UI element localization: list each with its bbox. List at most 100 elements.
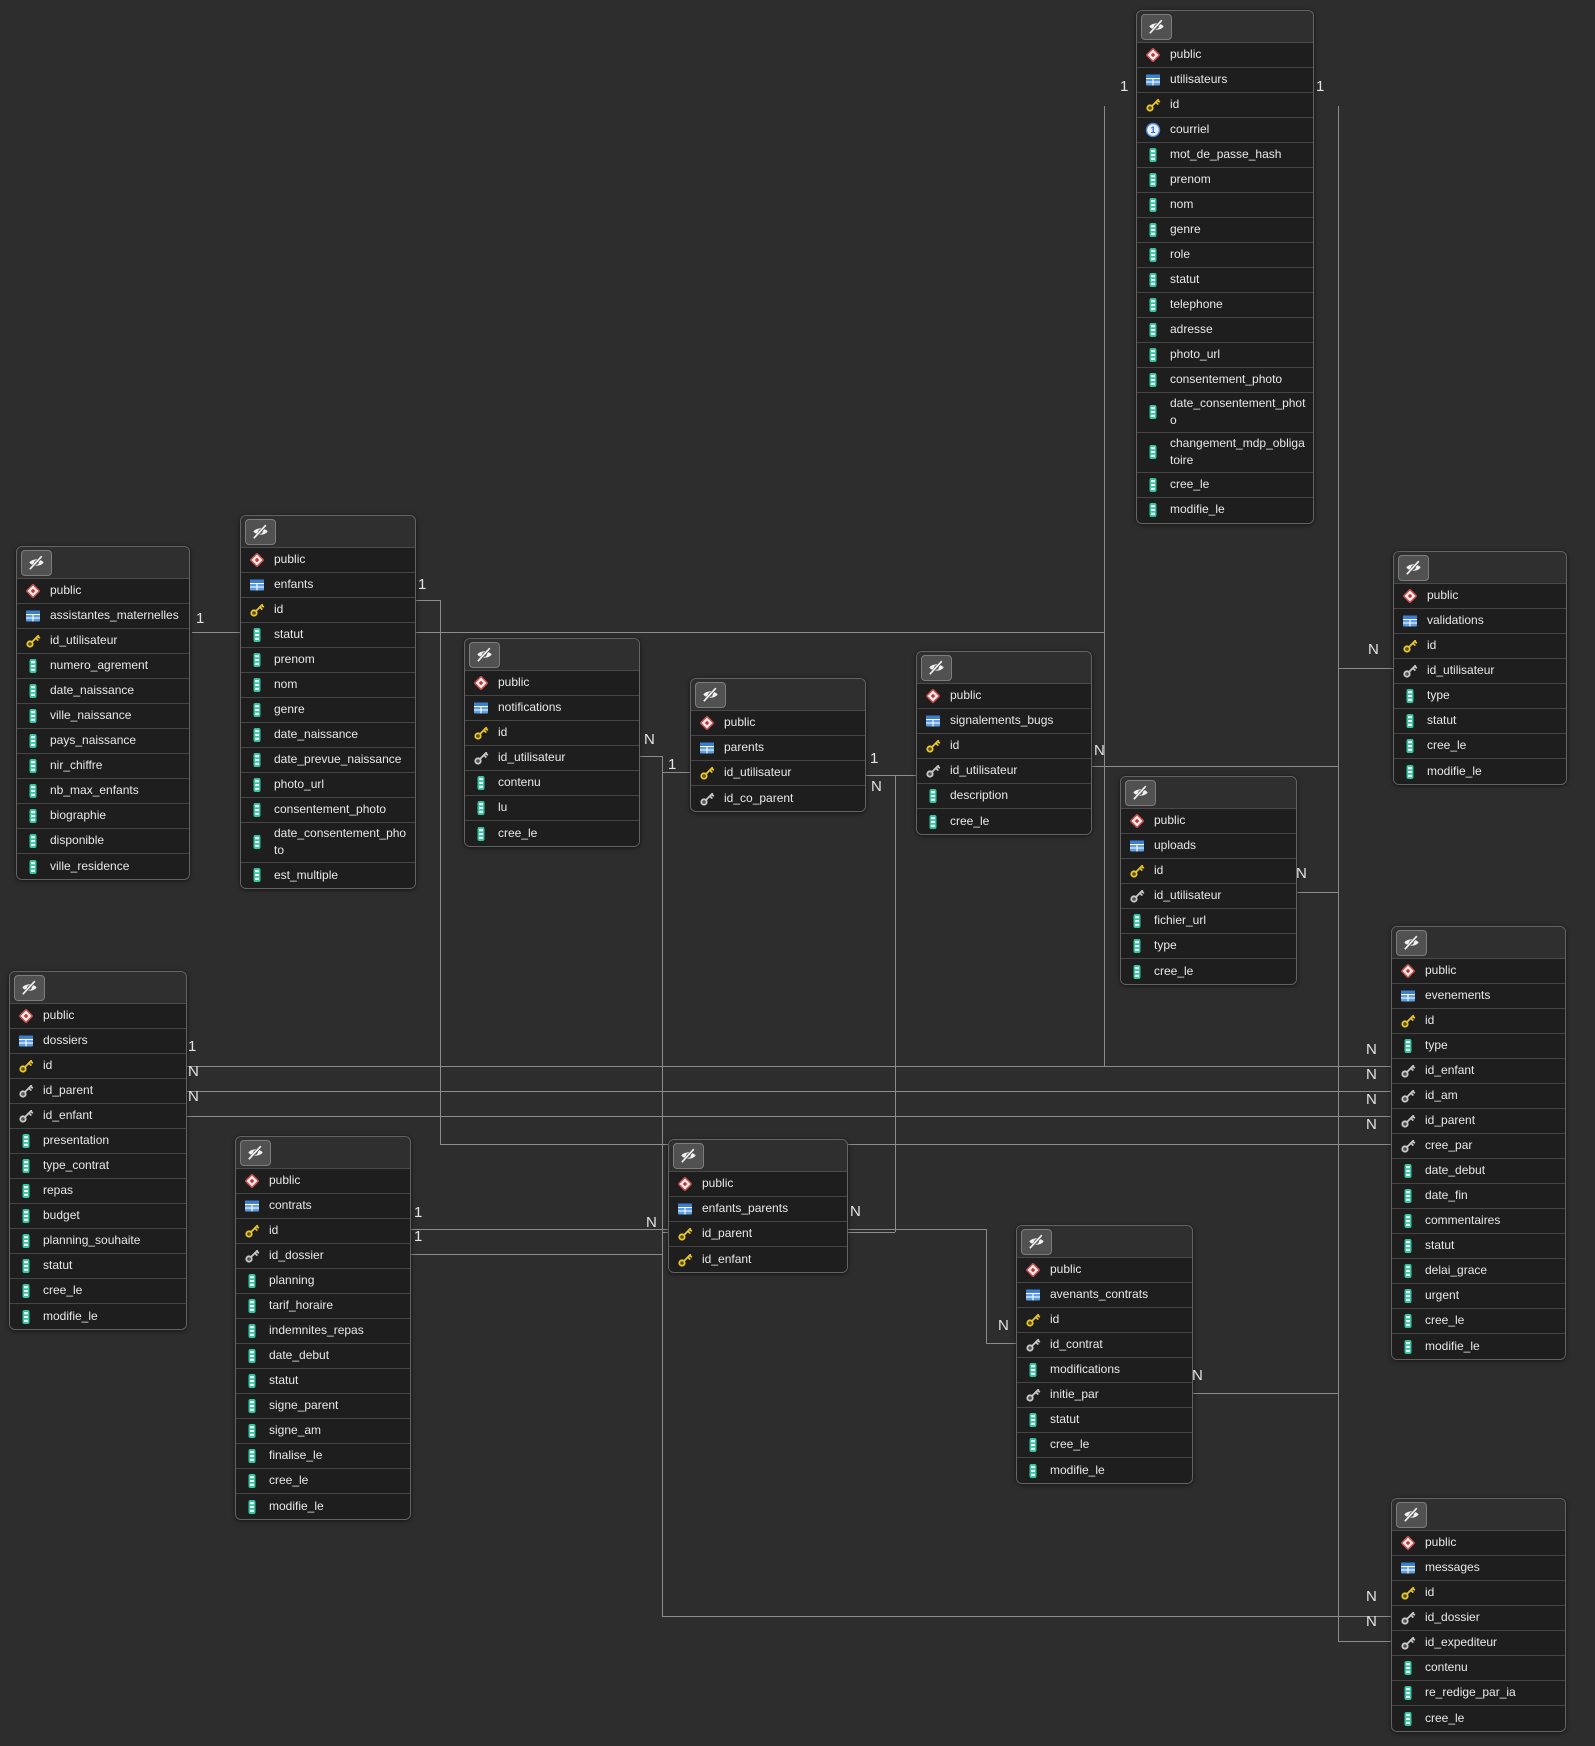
visibility-toggle-button[interactable]: [1396, 929, 1427, 956]
field-row-photo_url[interactable]: photo_url: [241, 773, 415, 798]
field-row-description[interactable]: description: [917, 784, 1091, 809]
field-row-initie_par[interactable]: initie_par: [1017, 1383, 1192, 1408]
field-row-cree_le[interactable]: cree_le: [917, 809, 1091, 834]
field-row-cree_le[interactable]: cree_le: [1121, 959, 1296, 984]
field-row-id_enfant[interactable]: id_enfant: [1392, 1059, 1565, 1084]
field-row-id_utilisateur[interactable]: id_utilisateur: [691, 761, 865, 786]
field-row-indemnites_repas[interactable]: indemnites_repas: [236, 1319, 410, 1344]
field-row-cree_le[interactable]: cree_le: [1017, 1433, 1192, 1458]
field-row-biographie[interactable]: biographie: [17, 804, 189, 829]
field-row-finalise_le[interactable]: finalise_le: [236, 1444, 410, 1469]
field-row-id_co_parent[interactable]: id_co_parent: [691, 786, 865, 811]
field-row-cree_le[interactable]: cree_le: [1392, 1706, 1565, 1731]
field-row-statut[interactable]: statut: [241, 623, 415, 648]
field-row-contenu[interactable]: contenu: [1392, 1656, 1565, 1681]
field-row-consentement_photo[interactable]: consentement_photo: [1137, 368, 1313, 393]
table-utilisateurs[interactable]: public utilisateurs id 1 courriel mot_de_pass…: [1136, 10, 1314, 524]
field-row-statut[interactable]: statut: [1137, 268, 1313, 293]
visibility-toggle-button[interactable]: [1398, 554, 1429, 581]
field-row-budget[interactable]: budget: [10, 1204, 186, 1229]
field-row-public[interactable]: public: [236, 1169, 410, 1194]
field-row-nir_chiffre[interactable]: nir_chiffre: [17, 754, 189, 779]
table-signalements_bugs[interactable]: public signalements_bugs id id_utilisateur d…: [916, 651, 1092, 835]
field-row-date_debut[interactable]: date_debut: [1392, 1159, 1565, 1184]
field-row-public[interactable]: public: [691, 711, 865, 736]
field-row-planning_souhaite[interactable]: planning_souhaite: [10, 1229, 186, 1254]
field-row-cree_par[interactable]: cree_par: [1392, 1134, 1565, 1159]
field-row-public[interactable]: public: [17, 579, 189, 604]
visibility-toggle-button[interactable]: [14, 974, 45, 1001]
field-row-id_dossier[interactable]: id_dossier: [236, 1244, 410, 1269]
field-row-date_consentement_photo[interactable]: date_consentement_photo: [1137, 393, 1313, 433]
visibility-toggle-button[interactable]: [1141, 13, 1172, 40]
field-row-nb_max_enfants[interactable]: nb_max_enfants: [17, 779, 189, 804]
field-row-contenu[interactable]: contenu: [465, 771, 639, 796]
field-row-signe_parent[interactable]: signe_parent: [236, 1394, 410, 1419]
field-row-modifie_le[interactable]: modifie_le: [1394, 759, 1566, 784]
field-row-photo_url[interactable]: photo_url: [1137, 343, 1313, 368]
field-row-uploads[interactable]: uploads: [1121, 834, 1296, 859]
visibility-toggle-button[interactable]: [921, 654, 952, 681]
table-dossiers[interactable]: public dossiers id id_parent id_enfant presen…: [9, 971, 187, 1330]
field-row-courriel[interactable]: 1 courriel: [1137, 118, 1313, 143]
field-row-id[interactable]: id: [1392, 1009, 1565, 1034]
field-row-modifie_le[interactable]: modifie_le: [236, 1494, 410, 1519]
field-row-id_am[interactable]: id_am: [1392, 1084, 1565, 1109]
field-row-id_expediteur[interactable]: id_expediteur: [1392, 1631, 1565, 1656]
field-row-genre[interactable]: genre: [1137, 218, 1313, 243]
field-row-statut[interactable]: statut: [1017, 1408, 1192, 1433]
field-row-id[interactable]: id: [1394, 634, 1566, 659]
field-row-validations[interactable]: validations: [1394, 609, 1566, 634]
field-row-cree_le[interactable]: cree_le: [236, 1469, 410, 1494]
field-row-id_enfant[interactable]: id_enfant: [669, 1247, 847, 1272]
field-row-dossiers[interactable]: dossiers: [10, 1029, 186, 1054]
field-row-id[interactable]: id: [1137, 93, 1313, 118]
field-row-id[interactable]: id: [1017, 1308, 1192, 1333]
field-row-nom[interactable]: nom: [1137, 193, 1313, 218]
field-row-planning[interactable]: planning: [236, 1269, 410, 1294]
field-row-cree_le[interactable]: cree_le: [10, 1279, 186, 1304]
field-row-numero_agrement[interactable]: numero_agrement: [17, 654, 189, 679]
table-assistantes_maternelles[interactable]: public assistantes_maternelles id_utilisat…: [16, 546, 190, 880]
field-row-mot_de_passe_hash[interactable]: mot_de_passe_hash: [1137, 143, 1313, 168]
field-row-assistantes_maternelles[interactable]: assistantes_maternelles: [17, 604, 189, 629]
field-row-cree_le[interactable]: cree_le: [1392, 1309, 1565, 1334]
field-row-id_utilisateur[interactable]: id_utilisateur: [1121, 884, 1296, 909]
visibility-toggle-button[interactable]: [469, 641, 500, 668]
field-row-type_contrat[interactable]: type_contrat: [10, 1154, 186, 1179]
field-row-public[interactable]: public: [241, 548, 415, 573]
field-row-public[interactable]: public: [465, 671, 639, 696]
field-row-cree_le[interactable]: cree_le: [465, 821, 639, 846]
table-validations[interactable]: public validations id id_utilisateur type sta…: [1393, 551, 1567, 785]
visibility-toggle-button[interactable]: [673, 1142, 704, 1169]
field-row-changement_mdp_obligatoire[interactable]: changement_mdp_obligatoire: [1137, 432, 1313, 473]
field-row-re_redige_par_ia[interactable]: re_redige_par_ia: [1392, 1681, 1565, 1706]
field-row-cree_le[interactable]: cree_le: [1137, 472, 1313, 498]
field-row-commentaires[interactable]: commentaires: [1392, 1209, 1565, 1234]
field-row-statut[interactable]: statut: [10, 1254, 186, 1279]
field-row-id[interactable]: id: [465, 721, 639, 746]
field-row-id_contrat[interactable]: id_contrat: [1017, 1333, 1192, 1358]
field-row-public[interactable]: public: [917, 684, 1091, 709]
field-row-date_debut[interactable]: date_debut: [236, 1344, 410, 1369]
field-row-public[interactable]: public: [1392, 959, 1565, 984]
visibility-toggle-button[interactable]: [1396, 1501, 1427, 1528]
table-notifications[interactable]: public notifications id id_utilisateur conte…: [464, 638, 640, 847]
field-row-id[interactable]: id: [236, 1219, 410, 1244]
field-row-enfants_parents[interactable]: enfants_parents: [669, 1197, 847, 1222]
visibility-toggle-button[interactable]: [240, 1139, 271, 1166]
field-row-id[interactable]: id: [917, 734, 1091, 759]
field-row-public[interactable]: public: [1394, 584, 1566, 609]
field-row-prenom[interactable]: prenom: [241, 648, 415, 673]
visibility-toggle-button[interactable]: [21, 549, 52, 576]
table-parents[interactable]: public parents id_utilisateur id_co_parent: [690, 678, 866, 812]
field-row-type[interactable]: type: [1121, 934, 1296, 959]
field-row-evenements[interactable]: evenements: [1392, 984, 1565, 1009]
field-row-id_utilisateur[interactable]: id_utilisateur: [465, 746, 639, 771]
field-row-public[interactable]: public: [1137, 43, 1313, 68]
field-row-disponible[interactable]: disponible: [17, 829, 189, 854]
field-row-public[interactable]: public: [1121, 809, 1296, 834]
field-row-public[interactable]: public: [1392, 1531, 1565, 1556]
table-evenements[interactable]: public evenements id type id_enfant id_am id_p…: [1391, 926, 1566, 1360]
